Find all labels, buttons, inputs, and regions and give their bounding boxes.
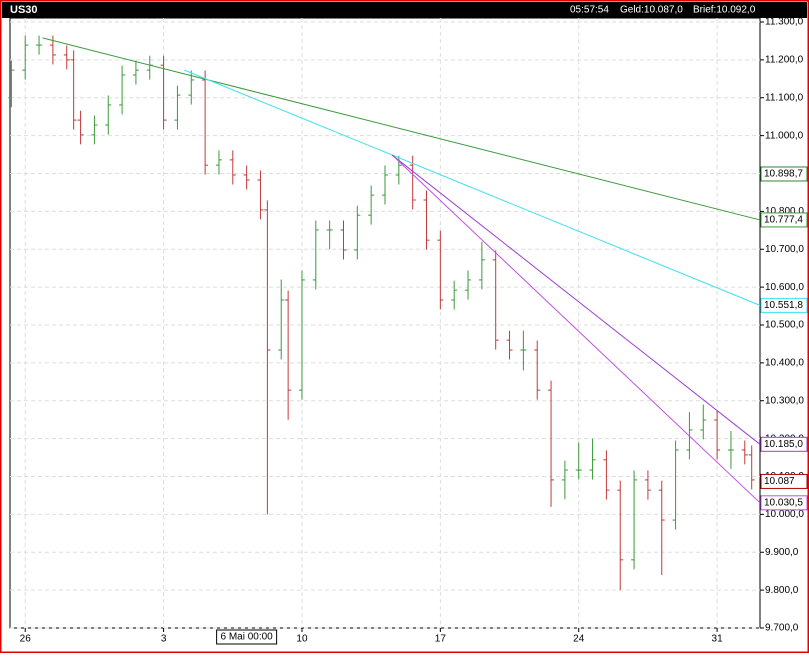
price-tag-label: 10.551,8: [764, 300, 803, 311]
y-tick-label: 9.700,0: [765, 623, 799, 634]
x-tick-label: 31: [712, 634, 724, 645]
trendline: [391, 154, 761, 445]
header-time: 05:57:54: [570, 5, 609, 16]
header-ask: Brief:10.092,0: [693, 5, 756, 16]
y-tick-label: 9.900,0: [765, 547, 799, 558]
trendline: [395, 157, 761, 504]
y-tick-label: 11.200,0: [765, 55, 804, 66]
y-tick-label: 10.400,0: [765, 358, 804, 369]
price-tag-label: 10.087: [764, 476, 795, 487]
trendline: [42, 37, 761, 221]
price-tag-label: 10.777,4: [764, 215, 803, 226]
y-tick-label: 10.800,0: [765, 206, 804, 217]
x-tick-label: 26: [20, 634, 32, 645]
price-tag-label: 10.185,0: [764, 439, 803, 450]
price-tag: [760, 495, 808, 511]
price-tag-label: 10.030,5: [764, 497, 803, 508]
x-tick-label: 24: [573, 634, 585, 645]
y-tick-label: 10.300,0: [765, 395, 804, 406]
cursor-box: [216, 629, 278, 645]
y-tick-label: 10.700,0: [765, 244, 804, 255]
y-tick-label: 10.500,0: [765, 320, 804, 331]
y-tick-label: 9.800,0: [765, 585, 799, 596]
price-tag: [760, 166, 808, 182]
y-tick-label: 10.000,0: [765, 509, 804, 520]
trendline: [184, 69, 761, 306]
chart-title: US30: [10, 4, 38, 16]
cursor-label: 6 Mai 00:00: [220, 632, 273, 643]
price-tag: [760, 473, 808, 489]
title-bar: [2, 2, 807, 18]
y-tick-label: 11.300,0: [765, 17, 804, 28]
x-tick-label: 17: [435, 634, 447, 645]
price-tag: [760, 297, 808, 313]
header-bid: Geld:10.087,0: [620, 5, 683, 16]
x-tick-label: 10: [296, 634, 308, 645]
y-tick-label: 11.100,0: [765, 92, 804, 103]
y-tick-label: 10.600,0: [765, 282, 804, 293]
price-tag: [760, 212, 808, 228]
plot-area: [9, 17, 761, 629]
price-tag-label: 10.898,7: [764, 169, 803, 180]
x-tick-label: 3: [161, 634, 167, 645]
price-tag: [760, 436, 808, 452]
y-tick-label: 11.000,0: [765, 130, 804, 141]
